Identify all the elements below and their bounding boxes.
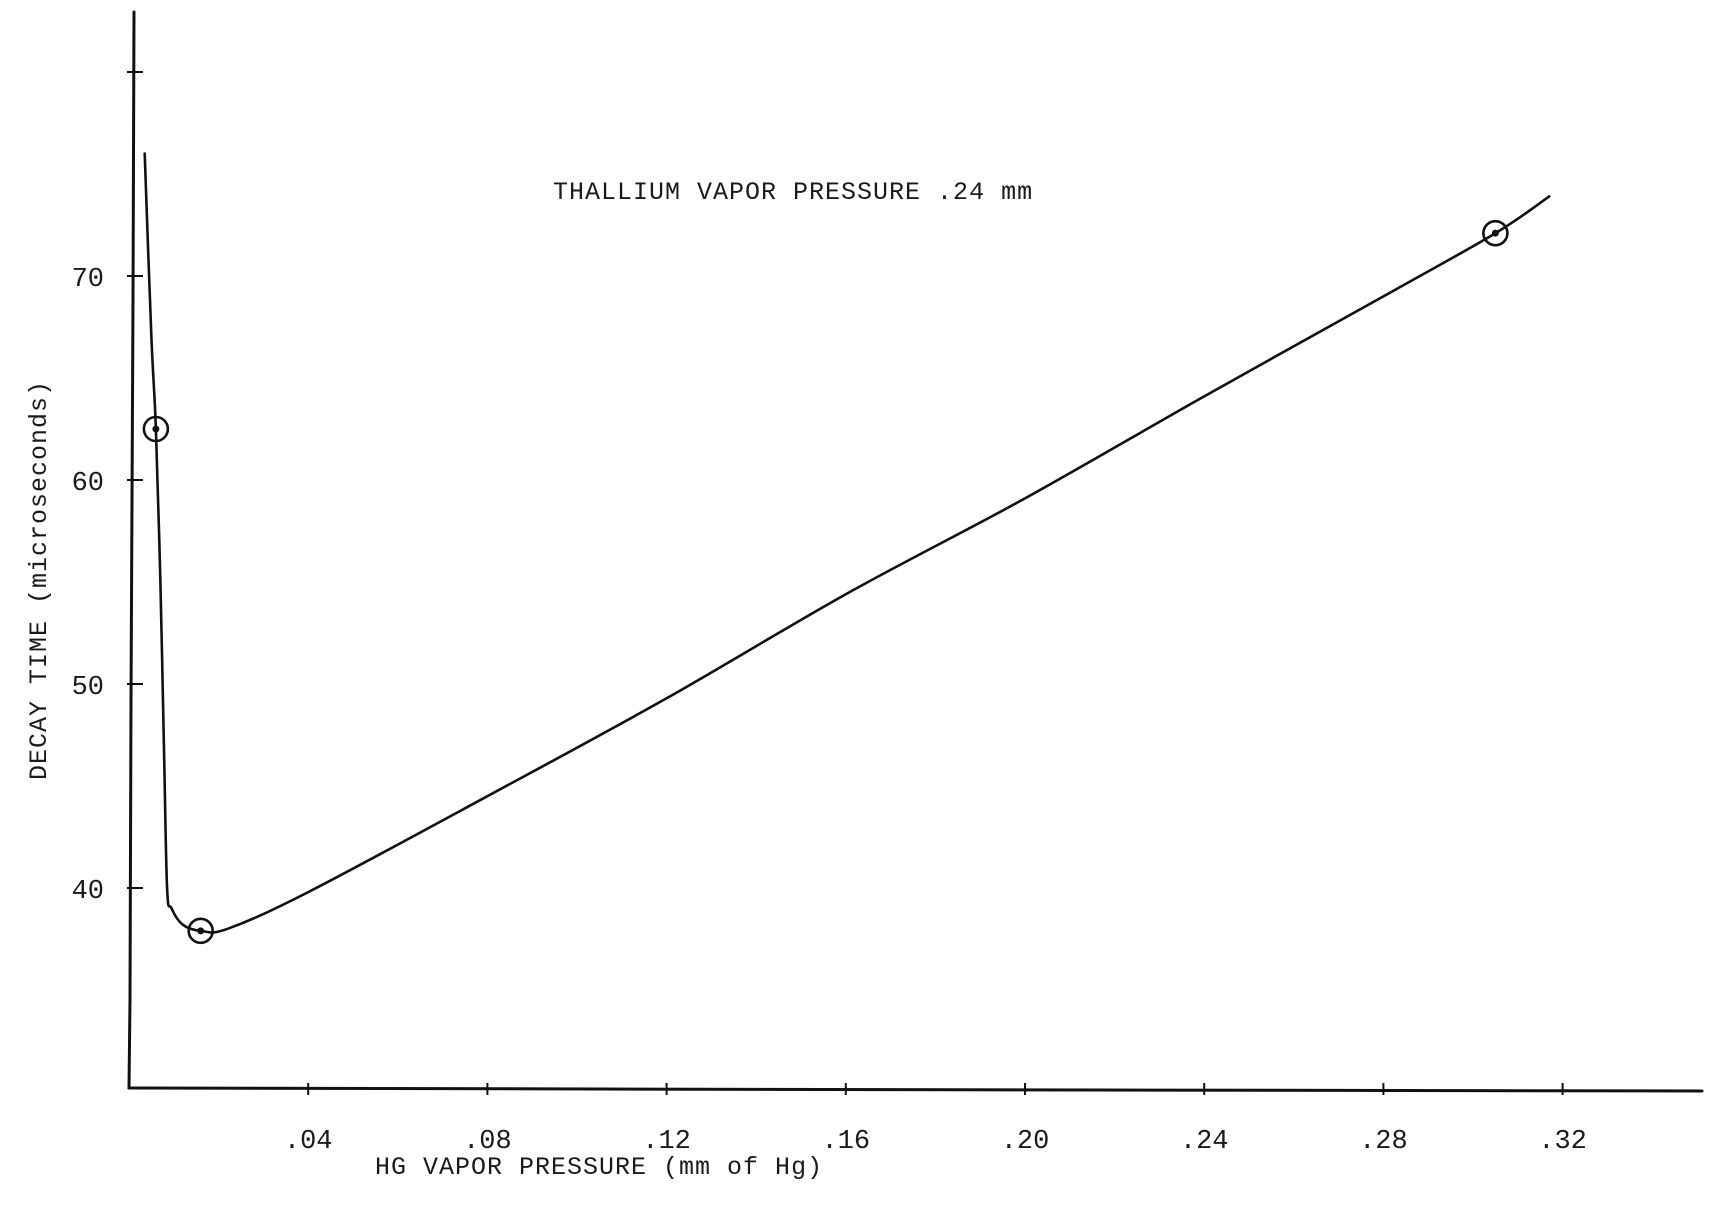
- y-tick-label: 50: [72, 673, 104, 703]
- x-tick-label: .08: [463, 1127, 512, 1157]
- x-tick-label: .12: [642, 1127, 691, 1157]
- data-point-ring: [187, 917, 214, 945]
- x-axis-line: [127, 1086, 1704, 1093]
- chart-annotation: THALLIUM VAPOR PRESSURE .24 mm: [553, 178, 1033, 207]
- series-line: [143, 152, 1551, 934]
- x-tick-label: .20: [1001, 1127, 1050, 1157]
- x-tick-label: .24: [1180, 1127, 1229, 1157]
- x-tick-label: .04: [284, 1127, 333, 1157]
- y-ticks: 40 50 60 70: [72, 71, 143, 907]
- y-tick-label: 70: [72, 265, 104, 295]
- y-axis-title: DECAY TIME (microseconds): [25, 380, 54, 780]
- x-axis-title: HG VAPOR PRESSURE (mm of Hg): [375, 1153, 823, 1182]
- data-point: [1482, 219, 1509, 247]
- data-point-dot: [197, 927, 205, 935]
- x-tick-label: .32: [1538, 1127, 1587, 1157]
- x-ticks: .04 .08 .12 .16 .20 .24 .28 .32: [284, 1083, 1587, 1157]
- data-point-dot: [1491, 229, 1499, 237]
- y-axis-line: [127, 10, 136, 1090]
- data-point: [142, 415, 170, 443]
- x-tick-label: .16: [821, 1127, 870, 1157]
- y-tick-label: 60: [72, 469, 104, 499]
- axes: [127, 10, 1704, 1093]
- data-point-ring: [142, 415, 170, 443]
- x-tick-label: .28: [1359, 1127, 1408, 1157]
- series: [142, 152, 1551, 945]
- data-point-dot: [152, 425, 160, 433]
- data-point: [187, 917, 214, 945]
- data-point-ring: [1482, 219, 1509, 247]
- y-tick-label: 40: [72, 877, 104, 907]
